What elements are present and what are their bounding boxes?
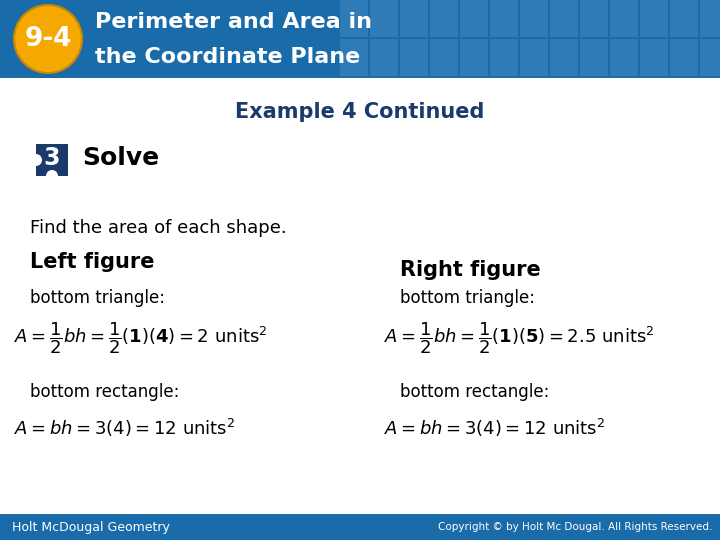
Bar [580,0,608,37]
Bar [670,39,698,76]
Wedge shape [68,154,74,166]
Bar [520,0,548,37]
Bar [400,39,428,76]
Text: Left figure: Left figure [30,252,155,272]
Text: $A = bh = 3(4) = 12\ \mathrm{units}^2$: $A = bh = 3(4) = 12\ \mathrm{units}^2$ [14,417,235,439]
Bar [400,0,428,37]
Bar [610,0,638,37]
Circle shape [14,5,82,73]
Bar [670,0,698,37]
Bar [430,0,458,37]
Bar [610,39,638,76]
Bar [340,39,368,76]
Text: bottom triangle:: bottom triangle: [30,289,165,307]
Text: Right figure: Right figure [400,260,541,280]
Circle shape [30,154,42,166]
Bar [340,0,368,37]
Bar [36,144,68,176]
Bar [640,0,668,37]
Bar [460,0,488,37]
Text: Perimeter and Area in: Perimeter and Area in [95,12,372,32]
Text: $A = \dfrac{1}{2}bh = \dfrac{1}{2}(\mathbf{1})(\mathbf{5}) = 2.5\ \mathrm{units}: $A = \dfrac{1}{2}bh = \dfrac{1}{2}(\math… [384,320,654,356]
Bar [550,39,578,76]
Bar [0,0,720,78]
Bar [640,39,668,76]
Text: bottom rectangle:: bottom rectangle: [30,383,179,401]
Bar [460,39,488,76]
Text: Find the area of each shape.: Find the area of each shape. [30,219,287,237]
Text: 9-4: 9-4 [24,26,72,52]
Wedge shape [46,138,58,144]
Bar [580,39,608,76]
Circle shape [46,170,58,182]
Bar [490,0,518,37]
Text: Solve: Solve [82,146,159,170]
Bar [370,0,398,37]
Text: $A = \dfrac{1}{2}bh = \dfrac{1}{2}(\mathbf{1})(\mathbf{4}) = 2\ \mathrm{units}^2: $A = \dfrac{1}{2}bh = \dfrac{1}{2}(\math… [14,320,267,356]
Bar [550,0,578,37]
Bar [430,39,458,76]
Bar [370,39,398,76]
Bar [520,39,548,76]
Text: bottom rectangle:: bottom rectangle: [400,383,549,401]
Text: Copyright © by Holt Mc Dougal. All Rights Reserved.: Copyright © by Holt Mc Dougal. All Right… [438,522,712,532]
Text: bottom triangle:: bottom triangle: [400,289,535,307]
Text: Example 4 Continued: Example 4 Continued [235,102,485,122]
Bar [490,39,518,76]
Text: the Coordinate Plane: the Coordinate Plane [95,47,360,67]
Text: 3: 3 [44,146,60,170]
Bar [700,0,720,37]
Text: Holt McDougal Geometry: Holt McDougal Geometry [12,521,170,534]
Bar [0,514,720,540]
Bar [700,39,720,76]
Text: $A = bh = 3(4) = 12\ \mathrm{units}^2$: $A = bh = 3(4) = 12\ \mathrm{units}^2$ [384,417,606,439]
